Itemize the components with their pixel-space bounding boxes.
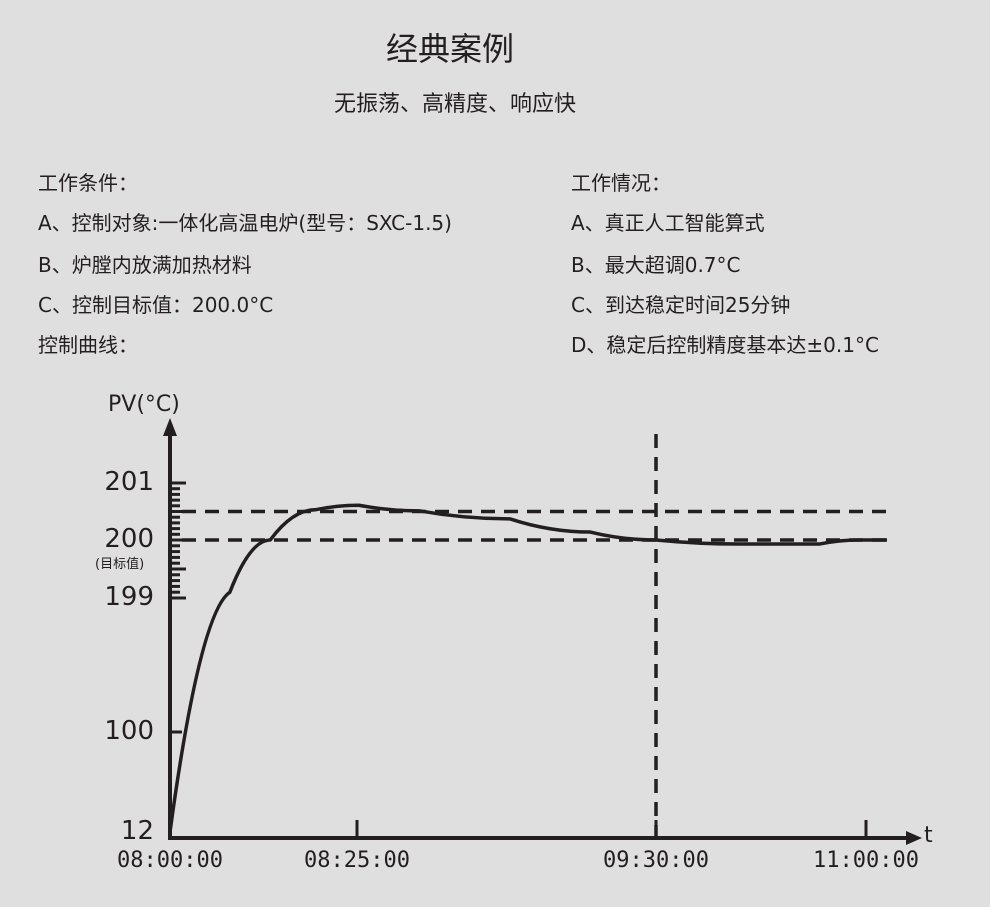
x-tick-label: 09:30:00 bbox=[603, 848, 709, 873]
page-subtitle: 无振荡、高精度、响应快 bbox=[333, 92, 576, 117]
situation-item: B、最大超调0.7°C bbox=[571, 253, 741, 277]
x-axis-label: t bbox=[924, 823, 933, 848]
x-axis-arrow bbox=[906, 831, 922, 845]
y-axis-arrow bbox=[163, 418, 177, 436]
condition-item: A、控制对象:一体化高温电炉(型号：SXC-1.5) bbox=[38, 211, 452, 235]
y-tick-label: 200 bbox=[104, 524, 154, 554]
condition-item: C、控制目标值：200.0°C bbox=[38, 293, 274, 317]
condition-item: B、炉膛内放满加热材料 bbox=[38, 253, 252, 277]
x-tick-label: 11:00:00 bbox=[813, 848, 919, 873]
page-title: 经典案例 bbox=[385, 30, 514, 68]
x-tick-label: 08:25:00 bbox=[304, 848, 410, 873]
situation-item: D、稳定后控制精度基本达±0.1°C bbox=[571, 333, 879, 357]
x-tick-label: 08:00:00 bbox=[117, 848, 223, 873]
y-axis-label: PV(°C) bbox=[108, 392, 180, 417]
situation-heading: 工作情况： bbox=[571, 171, 671, 195]
situation-item: A、真正人工智能算式 bbox=[571, 211, 765, 235]
conditions-heading: 工作条件： bbox=[38, 171, 138, 195]
target-note: (目标值) bbox=[95, 557, 145, 572]
y-tick-label: 199 bbox=[104, 582, 154, 612]
curve-label: 控制曲线： bbox=[38, 333, 138, 357]
pv-curve bbox=[168, 503, 887, 833]
y-tick-label: 12 bbox=[120, 816, 154, 846]
y-tick-label: 201 bbox=[104, 467, 154, 497]
y-tick-label: 100 bbox=[104, 716, 154, 746]
situation-item: C、到达稳定时间25分钟 bbox=[571, 293, 791, 317]
